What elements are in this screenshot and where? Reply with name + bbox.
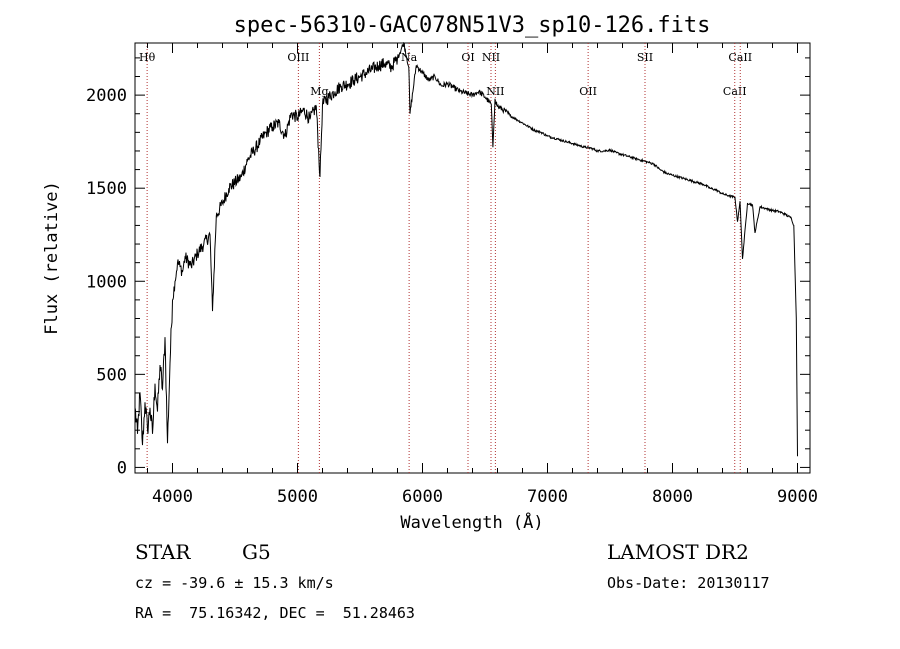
chart-title: spec-56310-GAC078N51V3_sp10-126.fits (234, 13, 711, 38)
object-subclass: G5 (242, 540, 271, 564)
y-tick-label-1: 500 (96, 365, 127, 385)
x-tick-label-2: 6000 (402, 487, 443, 507)
x-tick-label-4: 8000 (652, 487, 693, 507)
x-tick-label-3: 7000 (527, 487, 568, 507)
line-label-5: NII (482, 51, 500, 64)
spectrum-series-line (134, 41, 798, 457)
y-tick-label-4: 2000 (86, 86, 127, 106)
observation-date: Obs-Date: 20130117 (607, 574, 770, 592)
line-label-1: OIII (287, 51, 309, 64)
object-class: STAR (135, 540, 191, 564)
emission-line-markers: Hθ OIII Mg Na OI NII NII OII SII CaII CaII (139, 43, 752, 473)
survey-name: LAMOST DR2 (607, 540, 749, 564)
redshift-cz: cz = -39.6 ± 15.3 km/s (135, 574, 334, 592)
y-tick-label-3: 1500 (86, 179, 127, 199)
x-axis-label: Wavelength (Å) (400, 511, 543, 533)
axis-ticks: 4000 5000 6000 7000 8000 9000 0 500 1000 1500 2000 (86, 43, 818, 507)
line-label-0: Hθ (139, 51, 156, 64)
line-label-10: CaII (728, 51, 752, 64)
line-label-6: NII (486, 85, 504, 98)
spectrum-chart: spec-56310-GAC078N51V3_sp10-126.fits Hθ O… (42, 13, 818, 533)
ra-dec: RA = 75.16342, DEC = 51.28463 (135, 604, 415, 622)
y-axis-label: Flux (relative) (42, 181, 62, 335)
line-label-8: SII (637, 51, 653, 64)
line-label-4: OI (461, 51, 474, 64)
y-tick-label-0: 0 (117, 458, 127, 478)
x-tick-label-5: 9000 (777, 487, 818, 507)
x-tick-label-1: 5000 (277, 487, 318, 507)
y-tick-label-2: 1000 (86, 272, 127, 292)
line-label-7: OII (579, 85, 597, 98)
line-label-9: CaII (723, 85, 747, 98)
line-label-2: Mg (310, 85, 328, 98)
line-label-3: Na (401, 51, 418, 64)
x-tick-label-0: 4000 (152, 487, 193, 507)
plot-frame (134, 42, 811, 474)
